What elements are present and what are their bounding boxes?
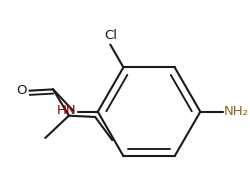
Text: Cl: Cl xyxy=(103,29,116,43)
Text: HN: HN xyxy=(57,105,76,117)
Text: NH₂: NH₂ xyxy=(223,105,248,118)
Text: O: O xyxy=(16,84,27,97)
